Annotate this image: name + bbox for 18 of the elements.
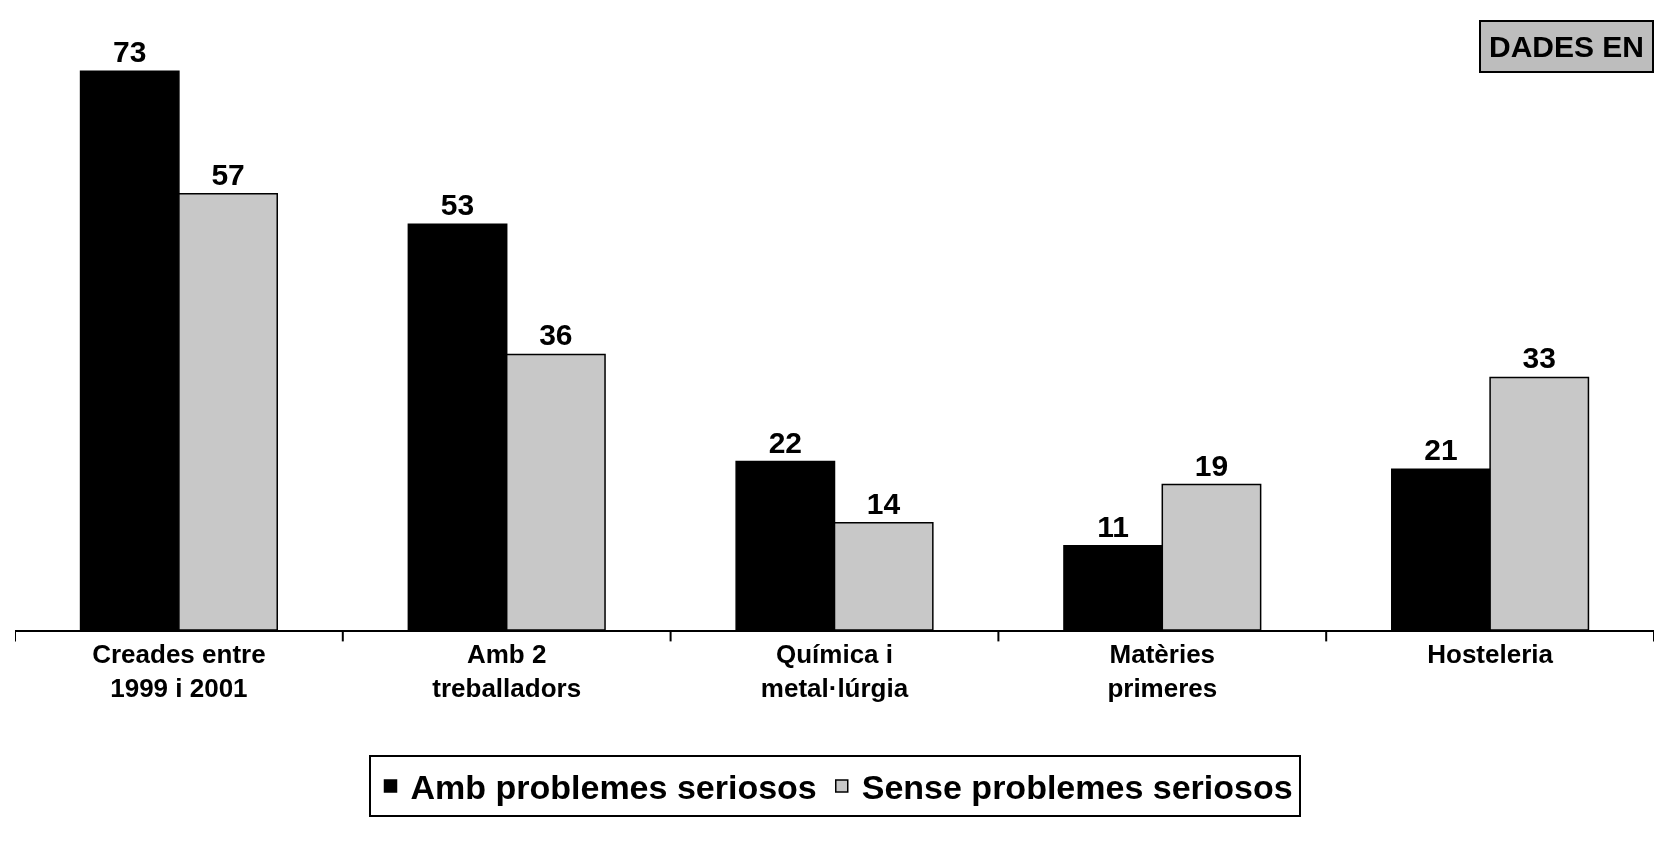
data-label: 73 — [113, 35, 147, 69]
data-label: 19 — [1194, 448, 1229, 482]
data-label: 33 — [1522, 341, 1556, 375]
data-label: 36 — [539, 318, 573, 352]
data-label: 53 — [440, 188, 475, 222]
text: DADES EN — [1489, 30, 1645, 63]
data-label: 21 — [1424, 433, 1458, 467]
data-label: 22 — [768, 425, 803, 459]
x-tick-label: Amb 2 treballadors — [432, 639, 582, 703]
x-tick-label: Creades entre 1999 i 2001 — [92, 639, 266, 703]
legend-label: Amb problemes seriosos — [410, 768, 817, 807]
data-label: 57 — [211, 157, 245, 191]
data-label: 14 — [866, 486, 901, 520]
data-label: 11 — [1097, 509, 1129, 543]
x-tick-label: Química i metal·lúrgia — [760, 639, 909, 703]
legend-label: Sense problemes seriosos — [861, 768, 1293, 807]
x-tick-label: Hosteleria — [1427, 639, 1554, 670]
x-tick-label: Matèries primeres — [1107, 639, 1218, 703]
